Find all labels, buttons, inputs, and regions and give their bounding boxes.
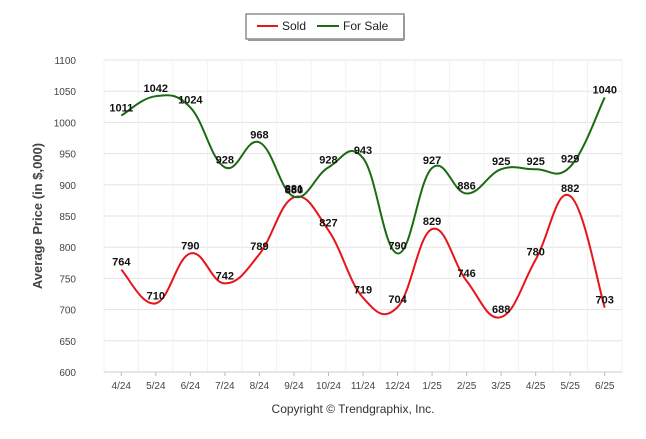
legend[interactable]: Sold For Sale bbox=[245, 13, 405, 41]
data-label-sold: 827 bbox=[319, 217, 337, 229]
data-label-sold: 790 bbox=[181, 240, 199, 252]
data-label-for-sale: 925 bbox=[492, 156, 510, 168]
y-tick-label: 850 bbox=[59, 212, 76, 223]
data-label-for-sale: 928 bbox=[319, 154, 337, 166]
grid-lines bbox=[103, 59, 623, 376]
x-tick-label: 11/24 bbox=[351, 381, 376, 392]
data-label-sold: 703 bbox=[596, 295, 614, 307]
data-label-sold: 746 bbox=[457, 268, 475, 280]
data-label-for-sale: 1011 bbox=[109, 103, 133, 115]
x-tick-label: 4/24 bbox=[112, 381, 132, 392]
data-label-sold: 880 bbox=[285, 184, 303, 196]
x-tick-label: 7/24 bbox=[215, 381, 235, 392]
data-label-sold: 882 bbox=[561, 183, 579, 195]
data-labels: 764 710 790 742 789 880 827 719 704 829 746 688 780 8… bbox=[109, 83, 617, 316]
x-tick-label: 3/25 bbox=[491, 381, 511, 392]
y-tick-label: 750 bbox=[59, 274, 76, 285]
y-tick-label: 1100 bbox=[54, 56, 76, 67]
data-label-sold: 719 bbox=[354, 285, 372, 297]
data-label-for-sale: 929 bbox=[561, 154, 579, 166]
data-label-for-sale: 928 bbox=[216, 154, 234, 166]
data-label-for-sale: 1042 bbox=[144, 83, 168, 95]
data-label-sold: 704 bbox=[388, 294, 407, 306]
data-label-sold: 764 bbox=[112, 257, 131, 269]
y-tick-label: 800 bbox=[59, 243, 76, 254]
data-label-sold: 688 bbox=[492, 304, 510, 316]
series-line-sold bbox=[120, 193, 606, 319]
x-tick-label: 6/24 bbox=[181, 381, 201, 392]
y-tick-label: 600 bbox=[59, 368, 76, 379]
y-tick-labels: 600 650 700 750 800 850 900 950 1000 1050 1100 bbox=[54, 56, 77, 379]
x-tick-label: 9/24 bbox=[284, 381, 304, 392]
data-label-sold: 742 bbox=[216, 270, 234, 282]
data-label-for-sale: 925 bbox=[526, 156, 544, 168]
data-label-for-sale: 881 bbox=[285, 184, 303, 196]
x-tick-label: 10/24 bbox=[316, 381, 341, 392]
legend-label-for-sale: For Sale bbox=[343, 19, 389, 33]
legend-label-sold: Sold bbox=[282, 19, 306, 33]
data-label-sold: 829 bbox=[423, 216, 441, 228]
data-label-for-sale: 1040 bbox=[592, 84, 616, 96]
copyright-text: Copyright © Trendgraphix, Inc. bbox=[272, 402, 435, 416]
x-tick-label: 4/25 bbox=[526, 381, 546, 392]
y-tick-label: 700 bbox=[59, 306, 76, 317]
x-tick-label: 2/25 bbox=[457, 381, 477, 392]
y-axis-title: Average Price (in $,000) bbox=[30, 143, 45, 289]
data-label-for-sale: 886 bbox=[457, 181, 475, 193]
x-tick-label: 6/25 bbox=[595, 381, 615, 392]
x-tick-label: 5/24 bbox=[146, 381, 166, 392]
x-tick-label: 8/24 bbox=[250, 381, 270, 392]
y-tick-label: 1050 bbox=[54, 87, 77, 98]
data-label-sold: 780 bbox=[526, 247, 544, 259]
x-tick-label: 12/24 bbox=[385, 381, 410, 392]
y-tick-label: 900 bbox=[59, 181, 76, 192]
y-tick-label: 950 bbox=[59, 150, 76, 161]
data-label-for-sale: 790 bbox=[388, 240, 406, 252]
x-tick-label: 5/25 bbox=[560, 381, 580, 392]
y-tick-label: 650 bbox=[59, 337, 76, 348]
x-tick-labels: 4/24 5/24 6/24 7/24 8/24 9/24 10/24 11/24 12/24 1… bbox=[112, 381, 615, 392]
data-label-sold: 789 bbox=[250, 241, 268, 253]
data-label-for-sale: 943 bbox=[354, 145, 372, 157]
x-tick-label: 1/25 bbox=[422, 381, 442, 392]
data-label-sold: 710 bbox=[147, 290, 165, 302]
data-label-for-sale: 968 bbox=[250, 129, 268, 141]
series-line-for-sale bbox=[120, 94, 606, 255]
series-lines bbox=[120, 94, 606, 319]
data-label-for-sale: 927 bbox=[423, 155, 441, 167]
y-tick-label: 1000 bbox=[54, 118, 77, 129]
data-label-for-sale: 1024 bbox=[178, 94, 203, 106]
